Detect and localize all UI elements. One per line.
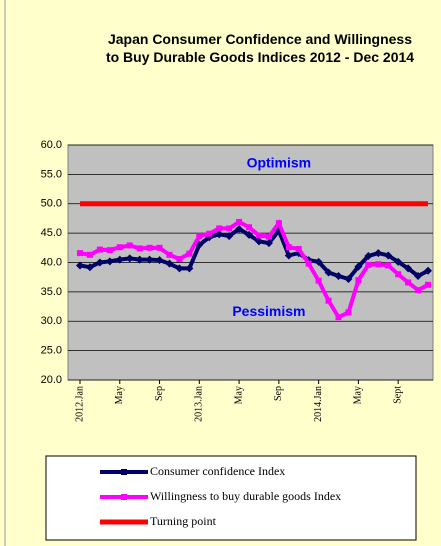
legend-label: Consumer confidence Index bbox=[150, 464, 285, 478]
x-tick-label: 2013.Jan bbox=[194, 386, 205, 422]
marker bbox=[255, 232, 262, 239]
marker bbox=[394, 257, 403, 266]
x-tick-label: May bbox=[233, 386, 244, 404]
chart-title: Japan Consumer Confidence and Willingnes… bbox=[105, 31, 415, 65]
marker bbox=[425, 281, 431, 288]
marker bbox=[196, 233, 203, 240]
y-tick-label: 35.0 bbox=[41, 286, 62, 298]
x-tick-label: May bbox=[114, 386, 125, 404]
marker bbox=[404, 264, 413, 273]
marker bbox=[185, 264, 194, 273]
marker bbox=[96, 246, 103, 253]
title-box: Japan Consumer Confidence and Willingnes… bbox=[105, 31, 415, 65]
legend-label: Turning point bbox=[150, 514, 217, 528]
marker bbox=[115, 255, 124, 264]
annotation: Pessimism bbox=[232, 303, 305, 319]
x-tick-label: 2012.Jan bbox=[74, 386, 85, 422]
x-tick-label: Sep bbox=[273, 386, 284, 401]
marker bbox=[126, 242, 133, 249]
x-tick-label: 2014.Jan bbox=[313, 386, 324, 422]
marker bbox=[106, 247, 113, 254]
y-tick-label: 55.0 bbox=[41, 168, 62, 180]
marker bbox=[414, 272, 423, 281]
marker bbox=[334, 272, 343, 281]
y-tick-label: 25.0 bbox=[41, 345, 62, 357]
marker bbox=[355, 277, 362, 284]
marker bbox=[335, 314, 342, 321]
marker bbox=[186, 250, 193, 257]
marker bbox=[236, 218, 243, 225]
marker bbox=[364, 252, 373, 261]
marker bbox=[385, 262, 392, 269]
marker bbox=[156, 244, 163, 251]
marker bbox=[155, 256, 164, 265]
y-tick-label: 40.0 bbox=[41, 256, 62, 268]
marker bbox=[246, 224, 253, 231]
marker bbox=[365, 261, 372, 268]
marker bbox=[345, 309, 352, 316]
marker bbox=[146, 244, 153, 251]
marker bbox=[264, 239, 273, 248]
marker bbox=[77, 250, 83, 257]
marker bbox=[265, 233, 272, 240]
marker bbox=[275, 220, 282, 227]
marker bbox=[324, 268, 333, 277]
legend-label: Willingness to buy durable goods Index bbox=[150, 489, 341, 503]
marker bbox=[235, 225, 244, 234]
marker bbox=[374, 249, 383, 258]
marker bbox=[76, 261, 84, 270]
marker bbox=[206, 230, 213, 237]
marker bbox=[315, 277, 322, 284]
marker bbox=[314, 257, 323, 266]
y-tick-label: 60.0 bbox=[41, 139, 62, 151]
x-tick-label: May bbox=[353, 386, 364, 404]
marker bbox=[305, 260, 312, 267]
marker bbox=[86, 251, 93, 258]
marker bbox=[405, 279, 412, 286]
marker bbox=[215, 230, 224, 239]
marker bbox=[95, 258, 104, 267]
marker bbox=[166, 251, 173, 258]
marker bbox=[285, 244, 292, 251]
marker bbox=[344, 274, 353, 283]
marker bbox=[375, 261, 382, 268]
marker bbox=[225, 232, 234, 241]
marker bbox=[105, 257, 114, 266]
y-tick-label: 45.0 bbox=[41, 227, 62, 239]
marker bbox=[226, 225, 233, 232]
y-tick-label: 50.0 bbox=[41, 198, 62, 210]
y-tick-label: 30.0 bbox=[41, 315, 62, 327]
marker bbox=[245, 230, 254, 239]
annotation: Optimism bbox=[247, 155, 312, 171]
legend-marker bbox=[121, 469, 127, 475]
marker bbox=[116, 244, 123, 251]
marker bbox=[254, 237, 263, 246]
x-tick-label: Sept bbox=[392, 386, 403, 404]
marker bbox=[125, 254, 134, 263]
marker bbox=[295, 245, 302, 252]
marker bbox=[145, 255, 154, 264]
marker bbox=[284, 251, 293, 260]
marker bbox=[415, 287, 422, 294]
marker bbox=[325, 297, 332, 304]
marker bbox=[424, 266, 432, 275]
marker bbox=[395, 271, 402, 278]
marker bbox=[216, 225, 223, 232]
marker bbox=[384, 251, 393, 260]
marker bbox=[136, 245, 143, 252]
marker bbox=[165, 259, 174, 268]
marker bbox=[175, 264, 184, 273]
marker bbox=[85, 263, 94, 272]
marker bbox=[135, 255, 144, 264]
x-tick-label: Sep bbox=[154, 386, 165, 401]
marker bbox=[176, 255, 183, 262]
legend-marker bbox=[121, 494, 127, 500]
marker bbox=[354, 262, 363, 271]
y-tick-label: 20.0 bbox=[41, 374, 62, 386]
